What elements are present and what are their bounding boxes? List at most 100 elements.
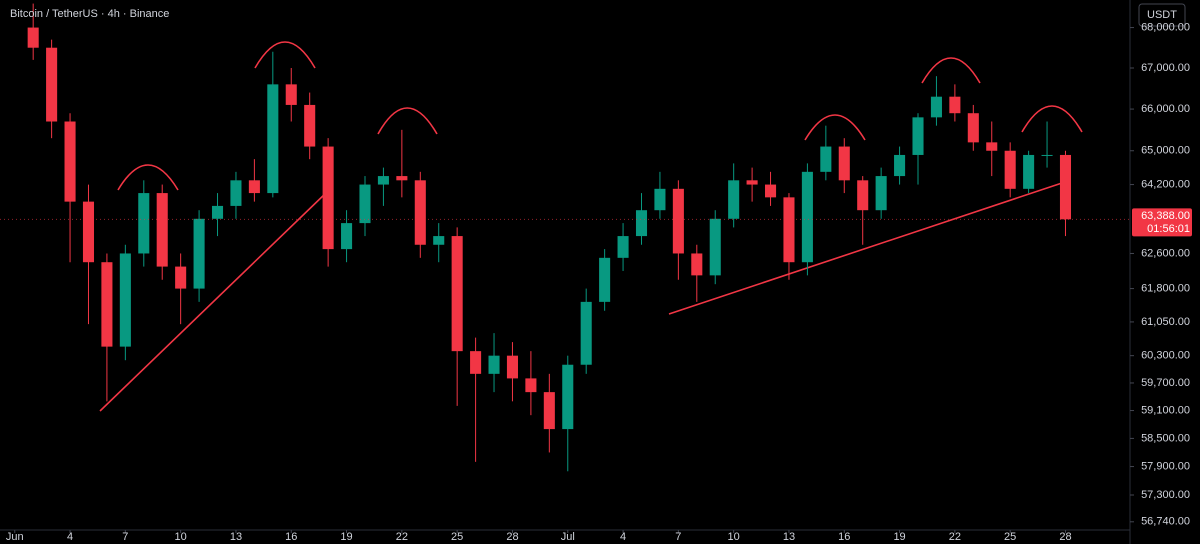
x-tick-label: 4 [620, 531, 626, 543]
candle-body [341, 223, 353, 250]
candle-body [617, 236, 629, 258]
y-tick-label: 65,000.00 [1141, 145, 1190, 157]
x-tick-label: 16 [838, 531, 850, 543]
candle-body [672, 188, 684, 254]
x-tick-label: 10 [175, 531, 187, 543]
y-tick-label: 62,600.00 [1141, 247, 1190, 259]
candle-body [396, 176, 408, 181]
candle-body [949, 96, 961, 114]
candle-body [470, 351, 482, 374]
candle-body [801, 171, 813, 263]
candle-body [820, 146, 832, 172]
candle-body [967, 113, 979, 143]
x-tick-label: 19 [893, 531, 905, 543]
x-tick-label: 10 [728, 531, 740, 543]
candle-body [175, 266, 187, 289]
x-tick-label: 4 [67, 531, 73, 543]
candle-body [138, 193, 150, 254]
candle-body [783, 197, 795, 263]
candle-body [912, 117, 924, 155]
x-tick-label: 7 [675, 531, 681, 543]
candle-body [285, 84, 297, 105]
arc [804, 114, 866, 141]
candle-body [451, 236, 463, 352]
candle-body [414, 180, 426, 245]
candle-body [765, 184, 777, 198]
arc [117, 164, 179, 191]
candle-body [359, 184, 371, 224]
candle-body [1041, 154, 1053, 156]
x-tick-label: 28 [1059, 531, 1071, 543]
candle-body [894, 154, 906, 177]
candle-body [322, 146, 334, 250]
candle-body [304, 104, 316, 147]
candle-body [599, 257, 611, 302]
chart-title: Bitcoin / TetherUS · 4h · Binance [10, 8, 169, 20]
candle-body [746, 180, 758, 185]
x-tick-label: 13 [783, 531, 795, 543]
x-tick-label: 28 [506, 531, 518, 543]
drawings [99, 41, 1083, 412]
candle-body [543, 392, 555, 430]
y-tick-label: 66,000.00 [1141, 103, 1190, 115]
candle-body [986, 142, 998, 151]
x-tick-label: 22 [396, 531, 408, 543]
x-tick-label: Jun [6, 531, 24, 543]
candle-body [838, 146, 850, 181]
x-tick-label: 22 [949, 531, 961, 543]
x-tick-label: 25 [451, 531, 463, 543]
candle-body [1023, 154, 1035, 189]
candle-body [433, 236, 445, 245]
candle-body [562, 364, 574, 430]
y-tick-label: 58,500.00 [1141, 432, 1190, 444]
candle-body [193, 218, 205, 289]
candle-body [119, 253, 131, 347]
y-tick-label: 57,300.00 [1141, 489, 1190, 501]
last-price-label: 63,388.00 [1141, 210, 1190, 222]
y-tick-label: 68,000.00 [1141, 21, 1190, 33]
arc [1021, 105, 1083, 133]
candle-body [1059, 154, 1072, 220]
candle-body [267, 84, 279, 194]
candle-body [82, 201, 95, 263]
x-tick-label: 16 [285, 531, 297, 543]
candle-body [580, 301, 592, 365]
y-tick-label: 59,700.00 [1141, 377, 1190, 389]
candle-body [635, 210, 648, 237]
x-tick-label: 25 [1004, 531, 1016, 543]
candle-body [377, 176, 389, 185]
y-tick-label: 60,300.00 [1141, 350, 1190, 362]
y-tick-label: 61,800.00 [1141, 282, 1190, 294]
candle-body [211, 205, 224, 219]
candle-body [101, 262, 113, 347]
y-tick-label: 56,740.00 [1141, 516, 1190, 528]
candle-body [156, 193, 168, 267]
y-tick-label: 57,900.00 [1141, 460, 1190, 472]
trendline [99, 191, 328, 412]
currency-label[interactable]: USDT [1147, 9, 1177, 21]
candle-body [875, 176, 887, 211]
y-tick-label: 61,050.00 [1141, 316, 1190, 328]
candle-body [654, 188, 666, 211]
x-tick-label: 7 [122, 531, 128, 543]
candle-body [857, 180, 869, 211]
candle-body [691, 253, 703, 276]
trendline [668, 182, 1063, 315]
candle-body [1004, 150, 1016, 189]
y-tick-label: 67,000.00 [1141, 62, 1190, 74]
candle-body [64, 121, 76, 202]
candle-body [27, 27, 39, 48]
arc [377, 107, 438, 135]
candle-body [488, 355, 500, 374]
arc [254, 41, 316, 69]
arc [921, 57, 981, 84]
candle-body [930, 96, 942, 118]
candle-body [709, 218, 721, 276]
currency-button[interactable] [1138, 3, 1186, 27]
x-tick-label: Jul [561, 531, 575, 543]
last-price-box [1132, 208, 1192, 237]
candle-body [525, 378, 537, 393]
y-tick-label: 64,200.00 [1141, 178, 1190, 190]
